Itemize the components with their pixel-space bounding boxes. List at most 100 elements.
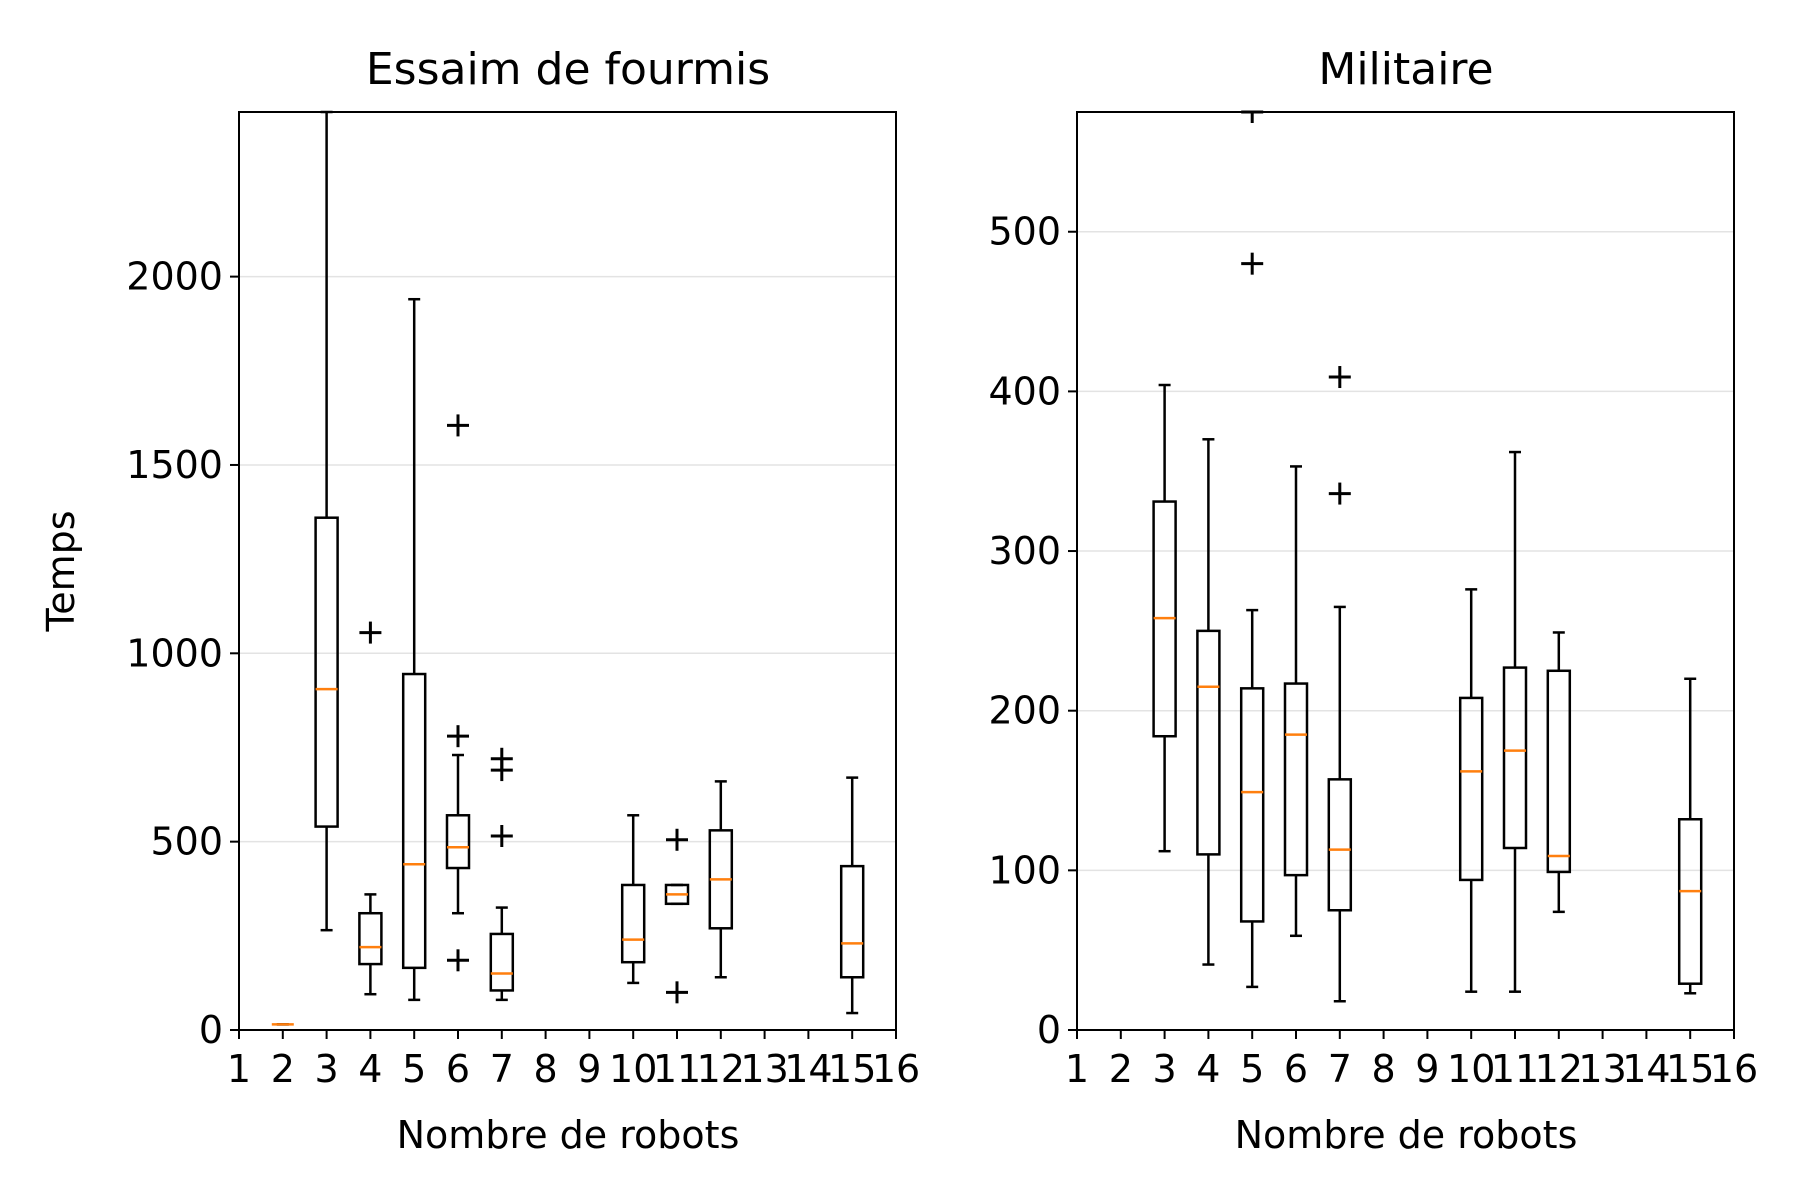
x-tick-label: 2 [271,1047,295,1091]
chart-title: Essaim de fourmis [366,44,770,95]
x-tick-label: 4 [1196,1047,1220,1091]
x-tick-label: 2 [1109,1047,1133,1091]
flier-point [490,759,513,782]
flier-point [490,825,513,848]
x-tick-label: 5 [1240,1047,1264,1091]
flier-point [666,828,688,851]
x-tick-label: 14 [784,1047,832,1091]
iqr-box [1677,818,1703,985]
y-tick-label: 0 [1037,1008,1061,1052]
box-plot-10 [1458,588,1484,993]
x-tick-label: 6 [1284,1047,1308,1091]
x-tick-label: 15 [828,1047,876,1091]
box-plot-11 [664,828,690,1004]
y-tick-label: 0 [199,1008,223,1052]
box-plot-15 [839,776,865,1015]
iqr-box [401,672,427,970]
x-tick-label: 14 [1622,1047,1670,1091]
flier-point [1328,482,1351,505]
iqr-box [445,814,471,870]
x-tick-label: 1 [227,1047,251,1091]
x-tick-label: 3 [1153,1047,1177,1091]
box-plot-15 [1677,677,1703,995]
x-tick-label: 10 [609,1047,657,1091]
box-plot-12 [708,780,734,979]
iqr-box [1196,629,1221,856]
iqr-box [1546,669,1572,874]
x-tick-label: 4 [358,1047,382,1091]
flier-point [447,949,469,972]
box-plot-3 [314,110,339,932]
box-plot-4 [1196,438,1221,966]
y-tick-label: 500 [150,820,223,864]
x-tick-label: 16 [872,1047,920,1091]
plot-frame [238,111,897,1031]
box-plot-11 [1502,450,1528,993]
box-plot-4 [358,621,383,996]
x-tick-label: 11 [1491,1047,1539,1091]
y-tick-label: 1500 [126,443,223,487]
box-plot-7 [1327,366,1353,1003]
x-tick-label: 13 [1578,1047,1626,1091]
box-plot-3 [1152,383,1177,853]
box-plot-6 [445,414,471,972]
box-plot-12 [1546,631,1572,914]
x-tick-label: 7 [490,1047,514,1091]
flier-point [447,725,469,748]
x-tick-label: 13 [740,1047,788,1091]
x-tick-label: 9 [1415,1047,1439,1091]
iqr-box [358,911,383,966]
flier-point [447,414,469,437]
x-tick-label: 8 [534,1047,558,1091]
y-tick-label: 100 [988,848,1061,892]
x-tick-label: 9 [577,1047,601,1091]
y-tick-label: 200 [988,689,1061,733]
iqr-box [314,516,339,828]
box-marks [271,110,865,1026]
x-axis-label: Nombre de robots [1235,1113,1578,1157]
x-tick-label: 15 [1666,1047,1714,1091]
x-tick-label: 7 [1328,1047,1352,1091]
flier-point [666,981,688,1004]
x-tick-label: 16 [1710,1047,1758,1091]
plot-frame [1076,111,1735,1031]
y-tick-label: 400 [988,369,1061,413]
iqr-box [1502,666,1528,850]
x-tick-label: 1 [1065,1047,1089,1091]
y-tick-label: 1000 [126,631,223,675]
flier-point [1241,252,1264,275]
iqr-box [620,883,646,964]
x-tick-label: 12 [697,1047,745,1091]
x-tick-label: 11 [653,1047,701,1091]
x-tick-label: 3 [315,1047,339,1091]
chart-title: Militaire [1318,44,1493,95]
box-marks [1152,110,1703,1003]
y-tick-label: 300 [988,529,1061,573]
x-tick-label: 8 [1372,1047,1396,1091]
y-tick-label: 2000 [126,255,223,299]
box-plot-10 [620,814,646,985]
x-tick-label: 12 [1535,1047,1583,1091]
y-tick-label: 500 [988,210,1061,254]
flier-point [1241,110,1264,123]
box-plot-7 [489,747,515,1002]
x-tick-label: 6 [446,1047,470,1091]
iqr-box [1283,682,1309,877]
iqr-box [1239,687,1265,923]
x-tick-label: 5 [402,1047,426,1091]
x-tick-label: 10 [1447,1047,1495,1091]
flier-point [1328,366,1351,389]
box-plot-5 [1239,110,1265,989]
iqr-box [839,864,865,979]
iqr-box [1327,778,1353,912]
iqr-box [1458,696,1484,882]
iqr-box [489,932,515,992]
y-axis-label: Temps [39,510,83,632]
x-axis-label: Nombre de robots [397,1113,740,1157]
flier-point [359,621,382,644]
